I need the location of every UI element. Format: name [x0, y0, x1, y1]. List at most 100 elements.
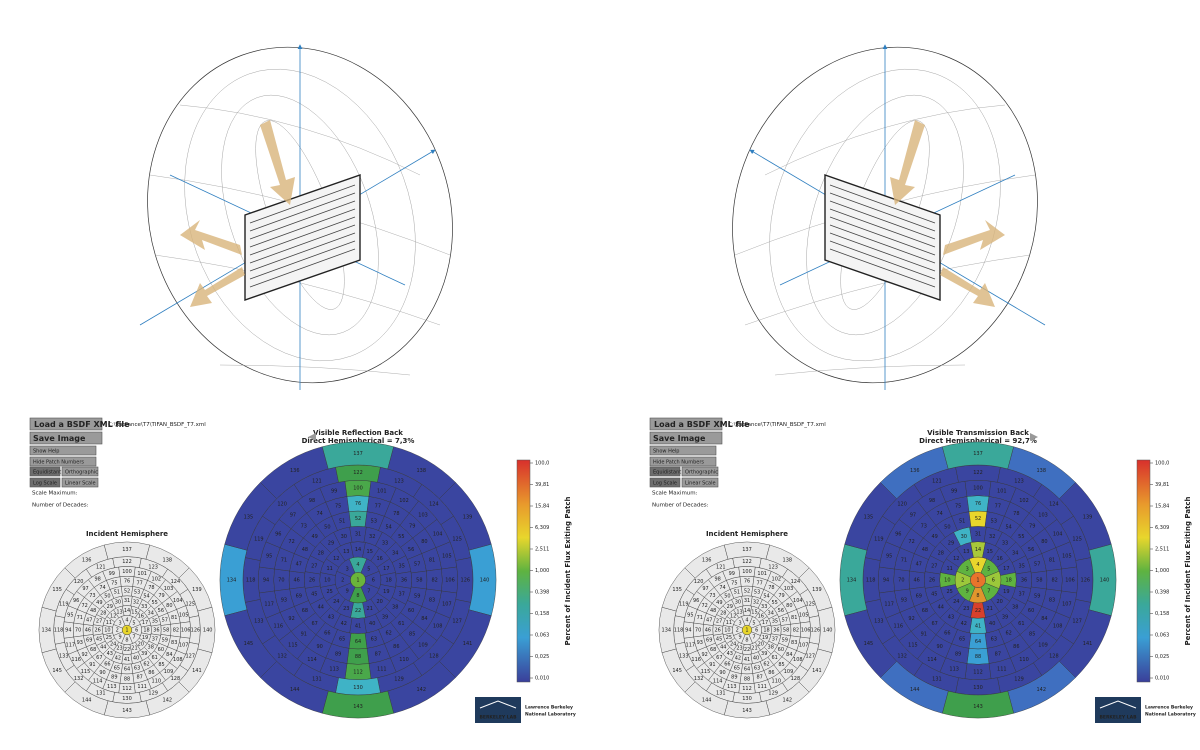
patch-number: 56: [1028, 547, 1034, 553]
patch-number: 119: [59, 601, 69, 607]
button-label: Log Scale: [33, 481, 57, 487]
patch-number: 125: [1072, 536, 1082, 542]
button[interactable]: [681, 466, 719, 477]
patch-number: 141: [1083, 641, 1093, 647]
colorbar-tick-label: 0,158: [1155, 611, 1169, 617]
bsdf-illustration: [686, 4, 1084, 426]
patch-number: 97: [82, 586, 88, 592]
patch: [765, 681, 810, 716]
patch-number: 63: [754, 665, 760, 671]
patch-number: 137: [742, 547, 752, 553]
patch-number: 113: [727, 684, 737, 690]
button[interactable]: [649, 456, 717, 467]
button[interactable]: [649, 466, 681, 477]
patch-number: 136: [910, 468, 920, 474]
patch-number: 20: [996, 599, 1002, 605]
patch-number: 4: [745, 618, 748, 624]
patch-number: 18: [763, 628, 769, 634]
patch-number: 65: [114, 665, 120, 671]
button[interactable]: [61, 477, 99, 488]
patch-number: 75: [955, 503, 961, 509]
button[interactable]: [29, 477, 61, 488]
patch-number: 77: [375, 503, 381, 509]
button[interactable]: [29, 445, 97, 456]
patch-number: 59: [162, 638, 168, 644]
patch-number: 35: [152, 618, 158, 624]
patch-number: 32: [989, 534, 995, 540]
logo-name: BERKELEY LAB: [479, 715, 517, 721]
patch-number: 66: [724, 661, 730, 667]
patch-number: 25: [726, 635, 732, 641]
button[interactable]: [681, 477, 719, 488]
patch-number: 129: [148, 691, 158, 697]
patch-number: 4: [976, 562, 979, 568]
patch-number: 144: [702, 697, 712, 703]
patch-number: 64: [124, 667, 130, 673]
patch-number: 51: [959, 518, 965, 524]
button[interactable]: [29, 431, 103, 445]
patch-number: 50: [324, 524, 330, 530]
patch-number: 9: [346, 588, 349, 594]
patch-number: 16: [138, 614, 144, 620]
patch: [322, 690, 394, 719]
patch-number: 21: [751, 646, 757, 652]
patch-number: 98: [94, 577, 100, 583]
patch-number: 116: [691, 657, 701, 663]
patch-number: 59: [414, 593, 420, 599]
patch-number: 68: [302, 608, 308, 614]
patch-number: 59: [1034, 593, 1040, 599]
patch-number: 136: [702, 558, 712, 564]
patch-number: 137: [122, 547, 132, 553]
button[interactable]: [649, 417, 723, 431]
patch-number: 46: [293, 578, 299, 584]
patch-number: 89: [335, 652, 341, 658]
button[interactable]: [649, 445, 717, 456]
button[interactable]: [29, 466, 61, 477]
patch-number: 130: [742, 696, 752, 702]
button[interactable]: [649, 431, 723, 445]
button[interactable]: [29, 456, 97, 467]
patch-number: 136: [290, 468, 300, 474]
patch-number: 71: [77, 615, 83, 621]
patch-number: 4: [356, 562, 359, 568]
patch-number: 81: [791, 615, 797, 621]
patch-number: 93: [697, 640, 703, 646]
patch-number: 87: [995, 652, 1001, 658]
button[interactable]: [61, 466, 99, 477]
button-label: Orthographic: [685, 470, 718, 476]
button[interactable]: [29, 417, 103, 431]
incident-title: Incident Hemisphere: [706, 530, 788, 538]
patch-number: 37: [399, 592, 405, 598]
patch-number: 135: [864, 514, 874, 520]
patch: [1059, 609, 1112, 678]
patch-number: 77: [995, 503, 1001, 509]
patch-number: 104: [173, 598, 183, 604]
patch-number: 47: [706, 617, 712, 623]
patch-number: 40: [369, 621, 375, 627]
patch-number: 128: [171, 676, 181, 682]
patch-number: 108: [1053, 624, 1063, 630]
patch-number: 101: [997, 489, 1007, 495]
patch-number: 13: [963, 549, 969, 555]
patch-number: 21: [131, 646, 137, 652]
patch-number: 105: [442, 554, 452, 560]
patch-number: 109: [418, 643, 428, 649]
patch-number: 127: [185, 654, 195, 660]
colorbar-tick-label: 2,511: [1155, 547, 1169, 553]
nav-arrow[interactable]: [308, 433, 316, 441]
patch-number: 84: [1041, 616, 1047, 622]
button-label: Linear Scale: [65, 481, 96, 487]
patch-number: 17: [383, 566, 389, 572]
patch-number: 101: [377, 489, 387, 495]
patch-number: 73: [709, 593, 715, 599]
button[interactable]: [649, 477, 681, 488]
patch-number: 34: [768, 610, 774, 616]
field-label: Scale Maximum:: [652, 491, 698, 497]
patch-number: 128: [429, 653, 439, 659]
patch-number: 13: [116, 609, 122, 615]
nav-arrow[interactable]: [1030, 433, 1038, 441]
patch-number: 123: [394, 478, 404, 484]
patch: [942, 690, 1014, 719]
patch-number: 114: [93, 678, 103, 684]
patch-number: 50: [724, 594, 730, 600]
